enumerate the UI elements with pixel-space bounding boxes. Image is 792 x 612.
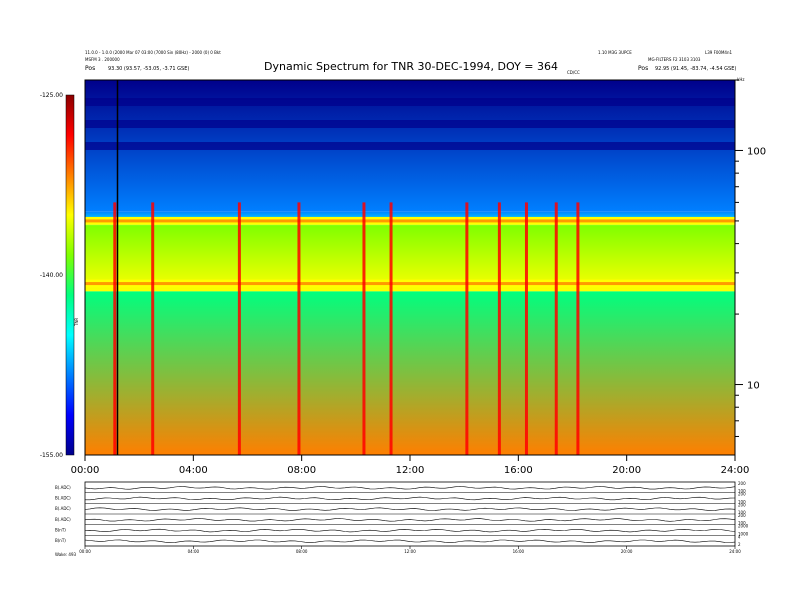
spectrum-stripe bbox=[85, 142, 735, 150]
x-tick-label: 00:00 bbox=[71, 465, 100, 476]
panel-label: B(.ADC) bbox=[55, 506, 71, 511]
x-tick-label: 04:00 bbox=[179, 465, 208, 476]
panel-label: B(nT) bbox=[55, 528, 66, 533]
spectrum-band-low bbox=[85, 291, 735, 455]
footer-label: Wake: 493 bbox=[55, 552, 76, 557]
panel-trace bbox=[84, 539, 736, 543]
colorbar-label: TNR bbox=[74, 318, 79, 327]
burst bbox=[497, 202, 501, 455]
x-tick-label: 16:00 bbox=[504, 465, 533, 476]
burst bbox=[362, 202, 366, 455]
panel-trace bbox=[84, 518, 736, 522]
spectrum-stripe bbox=[85, 120, 735, 128]
header-right-line-2: L39 F00M4n1 bbox=[705, 50, 733, 55]
panel-x-tick-label: 16:00 bbox=[513, 549, 525, 554]
burst bbox=[113, 202, 117, 455]
y-unit-label: kHz bbox=[737, 77, 744, 82]
header-right-pos-value: 92.95 (91.45, -83.74, -4.54 GSE) bbox=[655, 66, 736, 72]
emission-line-core bbox=[85, 219, 735, 223]
x-tick-label: 12:00 bbox=[396, 465, 425, 476]
x-tick-label: 20:00 bbox=[612, 465, 641, 476]
burst bbox=[554, 202, 558, 455]
panel-tick-label: 200 bbox=[738, 502, 746, 507]
colorbar: -125.00 -140.00 -155.00 bbox=[40, 92, 75, 459]
panel-tick-label: 1000 bbox=[738, 531, 749, 536]
colorbar-tick-label: -140.00 bbox=[40, 272, 63, 279]
panel-trace bbox=[84, 486, 736, 490]
colorbar-tick-label: -155.00 bbox=[40, 452, 63, 459]
spectrum-stripe bbox=[85, 98, 735, 106]
header-right-pos-label: Pos bbox=[638, 65, 648, 72]
burst bbox=[237, 202, 241, 455]
panel-x-tick-label: 24:00 bbox=[729, 549, 741, 554]
panel-tick-label: 2 bbox=[738, 542, 741, 547]
burst bbox=[576, 202, 580, 455]
burst bbox=[297, 202, 301, 455]
panel-trace bbox=[84, 507, 736, 511]
header-left-pos-value: 93.30 (93.57, -53.05, -3.71 GSE) bbox=[108, 66, 189, 72]
x-tick-label: 24:00 bbox=[721, 465, 750, 476]
panel-tick-label: 200 bbox=[738, 481, 746, 486]
panel-label: B(nT) bbox=[55, 538, 66, 543]
axes: 00:00 04:00 08:00 12:00 16:00 20:00 24:00 100 10 bbox=[71, 79, 766, 476]
panel-tick-label: 200 bbox=[738, 492, 746, 497]
panel-label: B(.ADC) bbox=[55, 496, 71, 501]
header-left-pos-label: Pos bbox=[85, 65, 95, 72]
x-tick-label: 08:00 bbox=[287, 465, 316, 476]
panel-tick-label: 4 bbox=[738, 534, 741, 539]
colorbar-tick-label: -125.00 bbox=[40, 92, 63, 99]
header-right-line-1: 1.10 M3G 3UPCE bbox=[598, 50, 632, 55]
panel-tick-label: 100 bbox=[738, 521, 746, 526]
panel-label: B(.ADC) bbox=[55, 485, 71, 490]
emission-line-core bbox=[85, 282, 735, 286]
panel-x-tick-label: 04:00 bbox=[188, 549, 200, 554]
panel-tick-label: 2000 bbox=[738, 524, 749, 529]
burst bbox=[524, 202, 528, 455]
burst bbox=[465, 202, 469, 455]
panel-tick-label: 200 bbox=[738, 513, 746, 518]
panel-trace bbox=[84, 528, 736, 533]
chart-title: Dynamic Spectrum for TNR 30-DEC-1994, DO… bbox=[264, 60, 558, 73]
y-tick-label: 10 bbox=[747, 381, 760, 392]
panel-trace bbox=[85, 496, 736, 501]
header-left-line-1: 11.0.0 - 1.0.0 (2000 Mar 07 03:00 (7000 … bbox=[85, 50, 221, 55]
marker-label: CD/CC bbox=[567, 70, 580, 75]
panel-x-tick-label: 00:00 bbox=[79, 549, 91, 554]
y-tick-label: 100 bbox=[747, 146, 766, 157]
panel-x-tick-label: 20:00 bbox=[621, 549, 633, 554]
panel-tick-label: 100 bbox=[738, 510, 746, 515]
burst bbox=[389, 202, 393, 455]
panel-x-tick-label: 08:00 bbox=[296, 549, 308, 554]
magnetometer-panels: B(.ADC)200100B(.ADC)200100B(.ADC)200100B… bbox=[55, 481, 749, 554]
panel-tick-label: 100 bbox=[738, 489, 746, 494]
panel-label: B(.ADC) bbox=[55, 517, 71, 522]
panel-tick-label: 100 bbox=[738, 499, 746, 504]
spectrogram bbox=[85, 80, 735, 455]
colorbar-bar bbox=[65, 94, 75, 456]
burst bbox=[151, 202, 155, 455]
header-left-line-2: MSFM 3 . 200000 bbox=[85, 57, 120, 62]
panel-x-tick-label: 12:00 bbox=[404, 549, 416, 554]
header-right-line-3: MG-FILTERS F2 3103 3103 bbox=[648, 57, 701, 62]
